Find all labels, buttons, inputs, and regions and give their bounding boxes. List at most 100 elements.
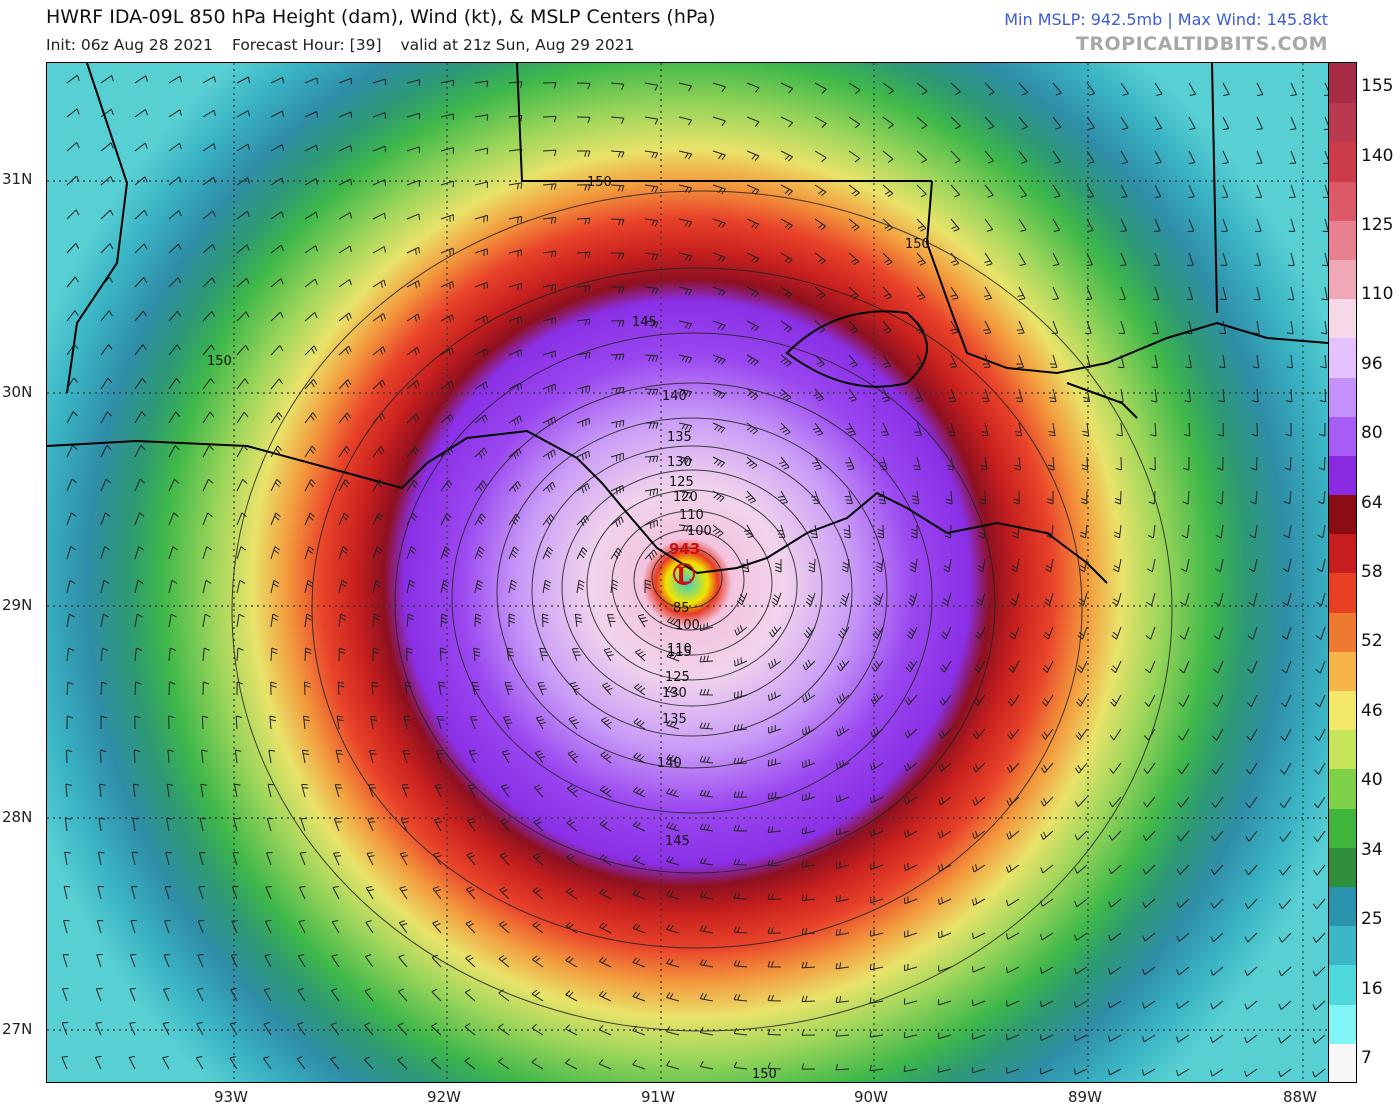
wind-barb [916,184,927,198]
wind-barb [780,320,793,333]
wind-barb [938,897,952,906]
wind-barb [330,1022,340,1036]
wind-barb [733,993,748,1002]
wind-barb [134,445,146,458]
wind-barb [1108,1068,1122,1076]
wind-barb [531,989,544,1002]
wind-barb [733,757,748,765]
wind-barb [1315,660,1326,674]
wind-barb [678,218,693,228]
wind-barb [100,478,111,492]
wind-barb [842,558,850,573]
wind-barb [950,286,959,300]
wind-barb [440,314,454,323]
wind-barb [916,252,926,266]
wind-barb [1254,252,1261,266]
wind-barb [768,724,782,734]
wind-barb [134,647,143,662]
wind-barb [882,150,894,163]
wind-barb [870,795,884,804]
wind-barb [982,388,990,402]
wind-barb [236,177,250,186]
wind-barb [134,142,148,152]
wind-barb [565,990,578,1002]
wind-barb [406,179,420,187]
wind-barb [914,422,923,436]
wind-barb [542,383,556,393]
wind-barb [264,954,272,968]
wind-barb [399,852,409,866]
wind-barb [666,1060,680,1070]
wind-barb [372,647,379,662]
wind-barb [950,116,961,130]
wind-barb [542,350,556,359]
wind-barb [950,82,961,96]
wind-barb [1222,150,1229,164]
wind-barb [870,762,884,771]
wind-barb [541,613,549,628]
wind-barb [880,422,889,436]
wind-barb [644,519,658,529]
wind-barb [1212,694,1224,708]
wind-barb [610,386,625,395]
wind-barb [1245,762,1258,775]
wind-barb [236,478,248,492]
wind-barb [338,379,352,390]
wind-barb [100,108,114,118]
wind-barb [1144,694,1156,707]
colorbar-label: 110 [1361,284,1394,304]
wind-barb [542,579,551,594]
wind-barb [508,249,523,257]
wind-barb [1085,320,1092,334]
wind-barb [539,647,548,662]
wind-barb [780,252,793,264]
wind-barb [699,655,714,663]
wind-barb [1076,660,1088,674]
wind-barb [198,886,205,900]
wind-barb [336,715,344,730]
wind-barb [230,954,238,968]
wind-barb [94,1056,102,1070]
wind-barb [406,146,420,153]
wind-barb [1052,184,1061,198]
wind-barb [741,558,750,573]
wind-barb [372,145,386,153]
wind-barb [1220,286,1227,301]
wind-barb [666,958,680,968]
lon-label-91w: 91W [641,1088,675,1106]
wind-barb [1278,1068,1292,1078]
wind-barb [780,388,792,402]
wind-barb [534,750,546,764]
wind-barb [168,546,178,560]
wind-barb [202,311,216,322]
wind-barb [263,1056,272,1070]
wind-barb [1244,864,1258,876]
wind-barb [508,182,523,190]
wind-barb [1187,218,1195,232]
wind-barb [972,830,986,840]
wind-barb [1120,184,1128,198]
wind-barb [236,244,250,254]
wind-barb [938,965,952,972]
wind-barb [1320,354,1327,369]
wind-barb [870,727,884,738]
wind-barb [1148,490,1156,505]
wind-barb [1154,150,1162,164]
wind-barb [202,378,215,390]
wind-barb [304,178,318,186]
wind-barb [304,345,318,356]
wind-barb [611,286,625,293]
wind-barb [499,886,510,900]
wind-barb [1006,830,1020,840]
wind-barb [712,286,726,297]
wind-barb [406,213,420,220]
wind-barb [168,277,182,288]
wind-barb [736,592,748,606]
wind-barb [938,830,952,839]
wind-barb [474,447,488,459]
wind-barb [465,920,476,934]
wind-barb [1176,932,1190,942]
contour-label: 145 [632,315,657,330]
wind-barb [542,250,557,258]
wind-barb [1006,898,1020,907]
